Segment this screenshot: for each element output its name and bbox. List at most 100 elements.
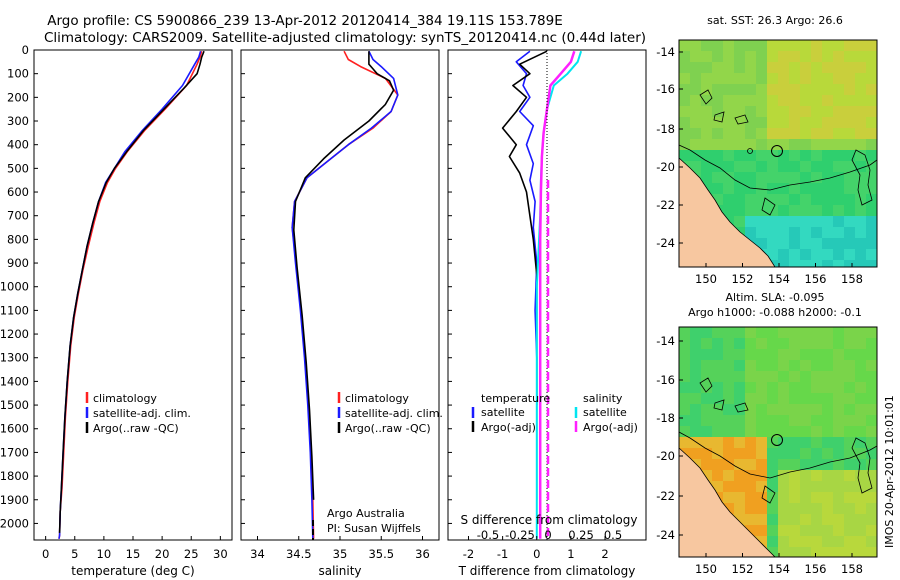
heatmap-cell — [756, 514, 768, 526]
heatmap-cell — [844, 415, 856, 427]
heatmap-cell — [767, 139, 779, 151]
heatmap-cell — [844, 371, 856, 383]
heatmap-cell — [866, 227, 877, 239]
depth-tick-label: 700 — [7, 209, 29, 223]
heatmap-cell — [822, 227, 834, 239]
heatmap-cell — [701, 40, 713, 52]
heatmap-cell — [866, 503, 877, 515]
depth-tick-label: 1300 — [0, 351, 29, 365]
heatmap-cell — [767, 205, 779, 217]
heatmap-cell — [866, 128, 877, 140]
heatmap-cell — [767, 448, 779, 460]
heatmap-cell — [734, 448, 746, 460]
heatmap-cell — [690, 393, 702, 405]
heatmap-cell — [745, 338, 757, 350]
heatmap-cell — [778, 481, 790, 493]
heatmap-cell — [800, 106, 812, 118]
heatmap-cell — [767, 382, 779, 394]
heatmap-cell — [855, 514, 867, 526]
heatmap-cell — [789, 95, 801, 107]
heatmap-cell — [701, 382, 713, 394]
heatmap-cell — [789, 404, 801, 416]
heatmap-cell — [866, 437, 877, 449]
heatmap-cell — [833, 426, 845, 438]
heatmap-cell — [701, 470, 713, 482]
sst-reef-islands — [699, 89, 776, 216]
heatmap-cell — [789, 338, 801, 350]
heatmap-cell — [800, 172, 812, 184]
heatmap-cell — [734, 382, 746, 394]
legend-label-argo: Argo(..raw -QC) — [93, 422, 179, 435]
sla-argo-position-marker — [771, 434, 783, 446]
heatmap-cell — [679, 382, 691, 394]
heatmap-cell — [811, 216, 823, 228]
heatmap-cell — [756, 448, 768, 460]
heatmap-cell — [855, 525, 867, 537]
heatmap-cell — [833, 470, 845, 482]
heatmap-cell — [734, 216, 746, 228]
heatmap-cell — [778, 150, 790, 162]
heatmap-cell — [866, 238, 877, 250]
heatmap-cell — [712, 426, 724, 438]
heatmap-cell — [756, 481, 768, 493]
legend-label-s-argo: Argo(-adj) — [583, 421, 638, 434]
heatmap-cell — [734, 62, 746, 74]
heatmap-cell — [690, 349, 702, 361]
heatmap-cell — [712, 95, 724, 107]
heatmap-cell — [778, 525, 790, 537]
heatmap-cell — [844, 106, 856, 118]
heatmap-cell — [745, 161, 757, 173]
heatmap-cell — [723, 503, 735, 515]
heatmap-cell — [756, 183, 768, 195]
heatmap-cell — [745, 40, 757, 52]
temperature-x-axis: 0 5 10 15 20 25 30 — [42, 536, 228, 561]
depth-axis: 0 100 200 300 400 500 600 700 800 900 1000 1100 1200… — [0, 43, 452, 530]
heatmap-cell — [833, 128, 845, 140]
heatmap-cell — [833, 40, 845, 52]
map-x-tick-label: 156 — [805, 272, 827, 286]
heatmap-cell — [789, 227, 801, 239]
heatmap-cell — [800, 503, 812, 515]
heatmap-cell — [679, 150, 691, 162]
heatmap-cell — [789, 51, 801, 63]
heatmap-cell — [855, 95, 867, 107]
heatmap-cell — [833, 238, 845, 250]
heatmap-cell — [767, 404, 779, 416]
heatmap-cell — [712, 62, 724, 74]
depth-tick-label: 1400 — [0, 374, 29, 388]
t-difference-axis-label: T difference from climatology — [458, 564, 636, 578]
heatmap-cell — [822, 470, 834, 482]
heatmap-cell — [734, 128, 746, 140]
heatmap-cell — [822, 327, 834, 339]
heatmap-cell — [734, 338, 746, 350]
heatmap-cell — [866, 459, 877, 471]
heatmap-cell — [844, 327, 856, 339]
heatmap-cell — [833, 481, 845, 493]
heatmap-cell — [811, 503, 823, 515]
heatmap-cell — [745, 360, 757, 372]
heatmap-cell — [800, 194, 812, 206]
heatmap-cell — [778, 161, 790, 173]
depth-tick-label: 1500 — [0, 398, 29, 412]
heatmap-cell — [690, 437, 702, 449]
heatmap-cell — [866, 338, 877, 350]
heatmap-cell — [833, 338, 845, 350]
heatmap-cell — [866, 404, 877, 416]
heatmap-cell — [844, 459, 856, 471]
heatmap-cell — [822, 73, 834, 85]
heatmap-cell — [690, 62, 702, 74]
x-tick-label: 0 — [533, 547, 540, 561]
heatmap-cell — [789, 382, 801, 394]
heatmap-cell — [844, 382, 856, 394]
heatmap-cell — [734, 139, 746, 151]
heatmap-cell — [844, 139, 856, 151]
heatmap-cell — [800, 183, 812, 195]
depth-tick-label: 300 — [7, 114, 29, 128]
heatmap-cell — [701, 62, 713, 74]
heatmap-cell — [855, 426, 867, 438]
heatmap-cell — [822, 260, 834, 267]
heatmap-cell — [800, 448, 812, 460]
series-line-argo-raw-qc- — [292, 51, 395, 500]
heatmap-cell — [811, 161, 823, 173]
difference-series — [501, 50, 583, 539]
